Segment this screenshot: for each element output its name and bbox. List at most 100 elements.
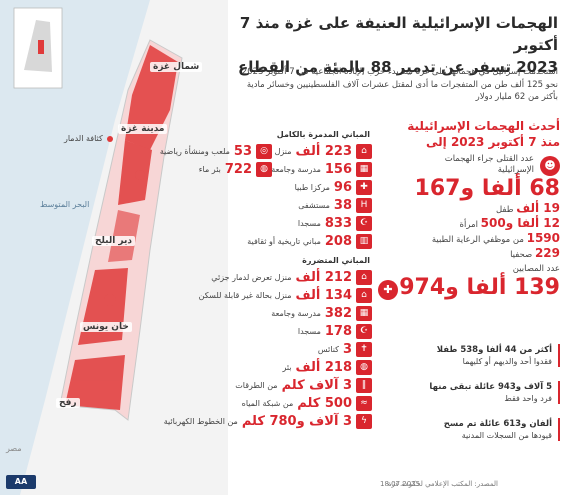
title-line-1: الهجمات الإسرائيلية العنيفة على غزة منذ … (239, 14, 558, 54)
note-text: فرد واحد فقط (504, 394, 552, 403)
stat-label: من الطرقات (235, 380, 278, 390)
stadium-icon: ◎ (256, 143, 272, 159)
stat-label: مستشفى (298, 200, 330, 210)
stat-label: بئر ماء (198, 164, 221, 174)
water-icon: ≈ (356, 395, 372, 411)
stat-label: مباني تاريخية أو ثقافية (247, 236, 321, 246)
egypt-label: مصر (6, 444, 22, 453)
casualties-panel: أحدث الهجمات الإسرائيلية منذ 7 أكتوبر 20… (376, 118, 560, 301)
stat-value: 3 آلاف كلم (281, 377, 352, 393)
stat-women: 12 ألفا و500 امرأة (376, 217, 560, 232)
stat-label: ملعب ومنشأة رياضية (159, 146, 230, 156)
stat-value: 500 كلم (297, 395, 352, 411)
house-icon: ⌂ (356, 143, 372, 159)
panel-title-line-1: أحدث الهجمات الإسرائيلية (407, 119, 560, 133)
stat-value: 833 (324, 215, 352, 231)
stat-label: مسجدا (297, 326, 321, 336)
stat-label: مركزا طبيا (294, 182, 330, 192)
footer: AA 18.07.2025 المصدر: المكتب الإعلامي لح… (0, 475, 568, 491)
well-icon: ◍ (356, 359, 372, 375)
dead-value: 68 ألفا و167 (414, 176, 560, 201)
city-label-gaza-city: مدينة غزة (118, 124, 168, 134)
stat-label: مسجدا (297, 218, 321, 228)
destroyed-left-list: ◎ 53 ملعب ومنشأة رياضية ◍ 722 بئر ماء (160, 142, 272, 250)
stat-value: 96 (333, 179, 352, 195)
mosque-icon: ☪ (356, 323, 372, 339)
mosque-icon: ☪ (356, 215, 372, 231)
stat-value: 1590 (526, 231, 560, 245)
hospital-icon: H (356, 197, 372, 213)
legend-label: كثافة الدمار (64, 134, 103, 143)
destroyed-row: ▦ 156 مدرسة وجامعة (271, 160, 372, 178)
note-text: قيودها من السجلات المدنية (461, 431, 552, 440)
bandage-icon: ✚ (378, 280, 398, 300)
panel-title-line-2: منذ 7 أكتوبر 2023 إلى (426, 135, 560, 149)
damaged-row: ‖ 3 آلاف كلم من الطرقات (176, 376, 372, 394)
casualty-breakdown: 19 ألف طفل 12 ألفا و500 امرأة 1590 من مو… (376, 202, 560, 262)
destroyed-row: ◍ 722 بئر ماء (176, 160, 272, 178)
destroyed-heading: المباني المدمرة بالكامل (276, 130, 370, 139)
destroyed-row: ⌂ 223 ألف منزل (275, 142, 372, 160)
injured-block: عدد المصابين 139 ألفا و974 ✚ (376, 264, 560, 301)
church-icon: ✝ (356, 341, 372, 357)
stat-label: من شبكة المياه (241, 398, 294, 408)
stat-label: مدرسة وجامعة (271, 164, 321, 174)
destroyed-row: H 38 مستشفى (276, 196, 372, 214)
injured-value: 139 ألفا و974 (399, 275, 560, 300)
stat-value: 38 (333, 197, 352, 213)
damaged-row: ⌂ 134 ألف منزل بحالة غير قابلة للسكن (176, 286, 372, 304)
publish-date: 18.07.2025 (380, 480, 421, 488)
stat-label: كنائس (317, 344, 339, 354)
notes-list: أكثر من 44 ألفا و538 طفلا فقدوا أحد والدي… (380, 344, 560, 455)
destroyed-row: ◎ 53 ملعب ومنشأة رياضية (160, 142, 272, 160)
stat-children: 19 ألف طفل (376, 202, 560, 217)
stat-label: صحفيا (510, 250, 533, 260)
sea-area (0, 0, 150, 495)
stat-value: 53 (233, 143, 252, 159)
damaged-row: ≈500 كلم من شبكة المياه (176, 394, 372, 412)
source-credit: المصدر: المكتب الإعلامي لحكومة غزة (387, 480, 498, 488)
buildings-column: المباني المدمرة بالكامل ⌂ 223 ألف منزل ▦ 15… (160, 130, 372, 430)
damaged-row: ✝ 3 كنائس (176, 340, 372, 358)
stat-value: 208 (324, 233, 352, 249)
destroyed-row: ☪ 833 مسجدا (276, 214, 372, 232)
dead-block: ☻ عدد القتلى جراء الهجمات الإسرائيلية 68… (376, 154, 560, 202)
well-icon: ◍ (256, 161, 272, 177)
city-label-rafah: رفح (56, 398, 80, 408)
note-title: ألفان و613 عائلة تم مسح (443, 419, 552, 429)
locator-marker (38, 40, 44, 54)
house-icon: ⌂ (356, 269, 372, 285)
gaza-damage-map: شمال غزة مدينة غزة دير البلح خان يونس رف… (0, 0, 228, 495)
stat-value: 229 (534, 246, 560, 260)
destroyed-row: ▥ 208 مباني تاريخية أو ثقافية (247, 232, 372, 250)
school-icon: ▦ (356, 161, 372, 177)
stat-label: من الخطوط الكهربائية (163, 416, 238, 426)
city-label-deir-al-balah: دير البلح (92, 236, 136, 246)
stat-value: 19 ألف (516, 201, 560, 215)
stat-value: 223 ألف (295, 143, 353, 159)
stat-value: 178 (324, 323, 352, 339)
damaged-row: ⌂ 212 ألف منزل تعرض لدمار جزئي (176, 268, 372, 286)
note-orphans: أكثر من 44 ألفا و538 طفلا فقدوا أحد والدي… (380, 344, 560, 367)
damaged-list: ⌂ 212 ألف منزل تعرض لدمار جزئي ⌂ 134 ألف منز… (164, 268, 372, 430)
note-title: أكثر من 44 ألفا و538 طفلا (436, 345, 552, 355)
note-title: 5 آلاف و943 عائلة تبقى منها (429, 382, 552, 392)
dead-label: عدد القتلى جراء الهجمات الإسرائيلية (444, 154, 534, 175)
stat-label: منزل بحالة غير قابلة للسكن (198, 290, 292, 300)
school-icon: ▦ (356, 305, 372, 321)
stat-value: 156 (324, 161, 352, 177)
title-line-2: 2023 تسفر عن تدمير 88 بالمئة من القطاع (237, 58, 558, 76)
power-icon: ϟ (356, 413, 372, 429)
stat-value: 12 ألفا و500 (480, 216, 560, 230)
city-label-khan-younis: خان يونس (80, 322, 132, 332)
stat-value: 722 (224, 161, 252, 177)
stat-label: منزل تعرض لدمار جزئي (211, 272, 292, 282)
stat-journalists: 229 صحفيا (376, 247, 560, 262)
stat-label: مدرسة وجامعة (271, 308, 321, 318)
damaged-row: ◍ 218 ألف بئر (176, 358, 372, 376)
sea-label: البحر المتوسط (40, 200, 90, 209)
intro-text: استخدمت إسرائيل في هجماتها على غزة منذ ب… (241, 67, 558, 102)
damaged-row: ▦ 382 مدرسة وجامعة (176, 304, 372, 322)
stat-label: طفل (495, 205, 514, 215)
